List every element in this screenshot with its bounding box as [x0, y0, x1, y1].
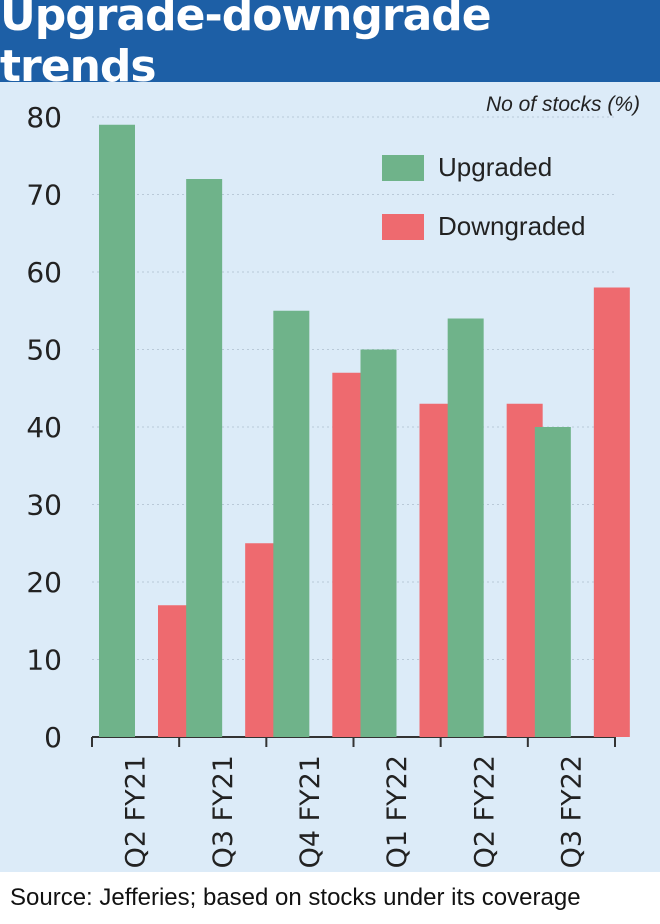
x-tick-label: Q1 FY22: [382, 755, 413, 868]
y-tick-label: 10: [26, 644, 62, 677]
bar-upgraded: [447, 318, 484, 737]
x-tick-label: Q3 FY21: [208, 755, 239, 868]
legend-swatch-downgraded: [382, 213, 424, 240]
x-tick-label: Q4 FY21: [295, 755, 326, 868]
bar-downgraded: [593, 287, 630, 737]
x-tick-label: Q2 FY22: [469, 755, 500, 868]
legend-label-downgraded: Downgraded: [438, 211, 586, 241]
legend-upgraded: Upgraded: [382, 152, 552, 183]
source-note: Source: Jefferies; based on stocks under…: [10, 884, 581, 911]
bar-upgraded: [360, 349, 397, 737]
bar-upgraded: [534, 427, 571, 737]
y-tick-label: 60: [26, 256, 62, 289]
y-tick-label: 30: [26, 489, 62, 522]
y-tick-label: 40: [26, 411, 62, 444]
bar-upgraded: [186, 179, 223, 737]
title-bar: Upgrade-downgrade trends: [0, 0, 660, 92]
legend-label-upgraded: Upgraded: [438, 152, 553, 182]
bar-chart: 0 10 20 30 40 50 60 70 80 Q2 FY21 Q3 FY21 Q4 FY21 Q1…: [26, 101, 630, 868]
legend-downgraded: Downgraded: [382, 211, 585, 242]
unit-label: No of stocks (%): [485, 93, 640, 116]
legend-swatch-upgraded: [382, 154, 424, 181]
y-tick-label: 20: [26, 566, 62, 599]
y-tick-label: 70: [26, 179, 62, 212]
bar-upgraded: [99, 124, 135, 737]
x-tick-label: Q2 FY21: [121, 755, 152, 868]
x-tick-label: Q3 FY22: [556, 755, 587, 868]
y-tick-label: 0: [44, 721, 62, 754]
y-tick-label: 50: [26, 334, 62, 367]
bar-upgraded: [273, 310, 310, 737]
y-tick-label: 80: [26, 101, 62, 134]
chart-title: Upgrade-downgrade trends: [0, 0, 492, 92]
